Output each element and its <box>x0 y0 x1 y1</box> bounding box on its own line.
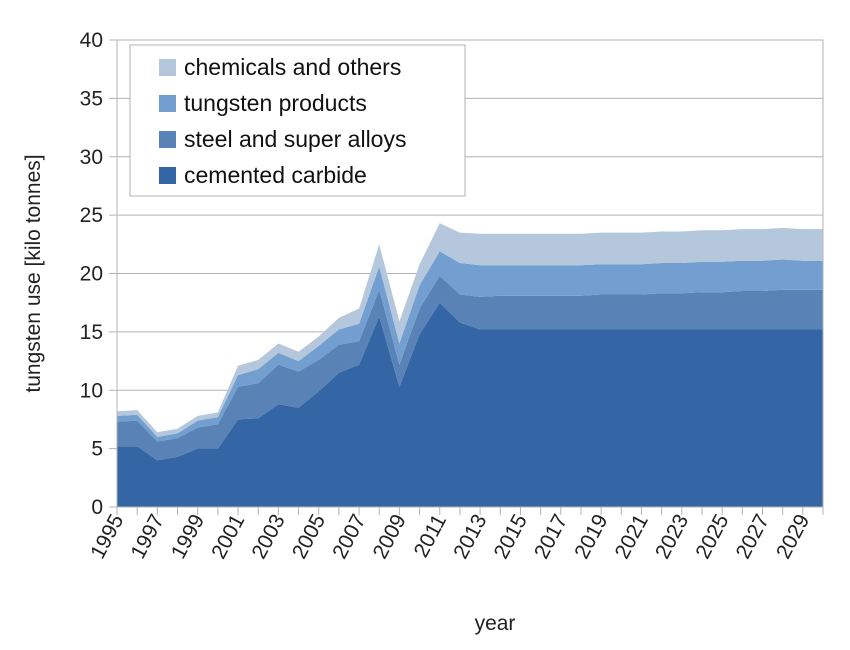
x-tick-label: 2015 <box>490 511 532 563</box>
y-tick-label: 15 <box>80 321 103 344</box>
legend-label-tungsten-products: tungsten products <box>184 90 367 116</box>
legend-swatch-steel-and-super-alloys <box>159 131 176 148</box>
legend-swatch-cemented-carbide <box>159 167 176 184</box>
x-tick-label: 2019 <box>570 511 612 563</box>
legend-swatch-tungsten-products <box>159 95 176 112</box>
area-cemented-carbide <box>117 302 823 507</box>
legend-label-chemicals-and-others: chemicals and others <box>184 54 401 80</box>
area-chemicals-and-others <box>117 223 823 437</box>
x-tick-label: 2009 <box>369 511 411 563</box>
x-tick-label: 2023 <box>651 511 693 563</box>
y-tick-label: 20 <box>80 263 103 286</box>
x-axis-title: year <box>475 612 516 635</box>
x-tick-label: 2021 <box>611 511 653 563</box>
y-tick-label: 5 <box>91 438 103 461</box>
y-tick-label: 10 <box>80 379 103 402</box>
y-tick-label: 25 <box>80 204 103 227</box>
x-tick-label: 2007 <box>328 511 370 563</box>
x-tick-label: 1999 <box>167 511 209 563</box>
x-tick-label: 1997 <box>127 511 169 563</box>
legend-box <box>129 44 466 197</box>
x-tick-label: 2005 <box>288 511 330 563</box>
x-tick-label: 2025 <box>691 511 733 563</box>
x-axis-ticks: 1995199719992001200320052007200920112013… <box>86 507 824 563</box>
y-tick-label: 30 <box>80 146 103 169</box>
x-tick-label: 2027 <box>732 511 774 563</box>
x-tick-label: 2029 <box>772 511 814 563</box>
stacked-areas <box>117 223 823 507</box>
x-tick-label: 2001 <box>207 511 249 563</box>
y-axis-title: tungsten use [kilo tonnes] <box>22 154 45 392</box>
legend-label-cemented-carbide: cemented carbide <box>184 162 367 188</box>
legend-label-steel-and-super-alloys: steel and super alloys <box>184 126 406 152</box>
y-tick-label: 35 <box>80 87 103 110</box>
x-tick-label: 2003 <box>248 511 290 563</box>
legend: chemicals and others tungsten products ste… <box>129 44 466 197</box>
x-tick-label: 2013 <box>449 511 491 563</box>
y-tick-label: 0 <box>91 496 103 519</box>
area-tungsten-products <box>117 251 823 442</box>
y-tick-label: 40 <box>80 29 103 52</box>
legend-swatch-chemicals-and-others <box>159 59 176 76</box>
x-tick-label: 2017 <box>530 511 572 563</box>
y-axis-ticks: 0 5 10 15 20 25 30 35 40 <box>80 29 117 519</box>
x-tick-label: 2011 <box>410 511 452 562</box>
area-steel-and-super-alloys <box>117 275 823 461</box>
